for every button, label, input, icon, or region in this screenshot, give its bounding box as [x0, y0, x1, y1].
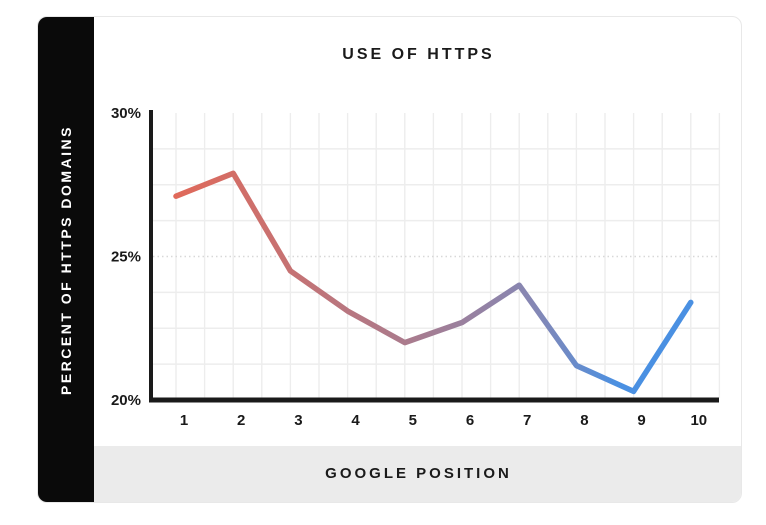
- x-tick-label: 7: [523, 412, 531, 429]
- plot-area: 1 2 3 4 5 6 7 8 9 10 30% 25% 20%: [94, 80, 741, 446]
- y-axis-title-bar: PERCENT OF HTTPS DOMAINS: [38, 17, 94, 502]
- x-axis-title-bar: GOOGLE POSITION: [94, 445, 741, 502]
- x-axis-title: GOOGLE POSITION: [325, 465, 512, 483]
- y-tick-label: 30%: [111, 105, 141, 122]
- x-tick-label: 6: [466, 412, 474, 429]
- y-tick-label: 20%: [111, 392, 141, 409]
- chart-main-area: USE OF HTTPS 1 2 3 4 5 6 7 8 9 10 30% 25% 20% GOOGLE…: [94, 17, 741, 502]
- x-tick-label: 10: [690, 412, 707, 429]
- data-line: [173, 170, 694, 395]
- x-tick-label: 3: [294, 412, 302, 429]
- x-tick-label: 2: [237, 412, 245, 429]
- https-line-chart: 1 2 3 4 5 6 7 8 9 10 30% 25% 20%: [111, 105, 721, 429]
- x-tick-label: 8: [580, 412, 588, 429]
- x-tick-label: 5: [409, 412, 417, 429]
- chart-title: USE OF HTTPS: [342, 46, 495, 64]
- x-tick-label: 1: [180, 412, 188, 429]
- chart-card: PERCENT OF HTTPS DOMAINS USE OF HTTPS 1 2…: [37, 16, 742, 503]
- y-axis-title: PERCENT OF HTTPS DOMAINS: [58, 124, 75, 395]
- chart-header: USE OF HTTPS: [94, 17, 741, 80]
- x-tick-label: 9: [637, 412, 645, 429]
- y-tick-label: 25%: [111, 248, 141, 265]
- x-tick-label: 4: [351, 412, 360, 429]
